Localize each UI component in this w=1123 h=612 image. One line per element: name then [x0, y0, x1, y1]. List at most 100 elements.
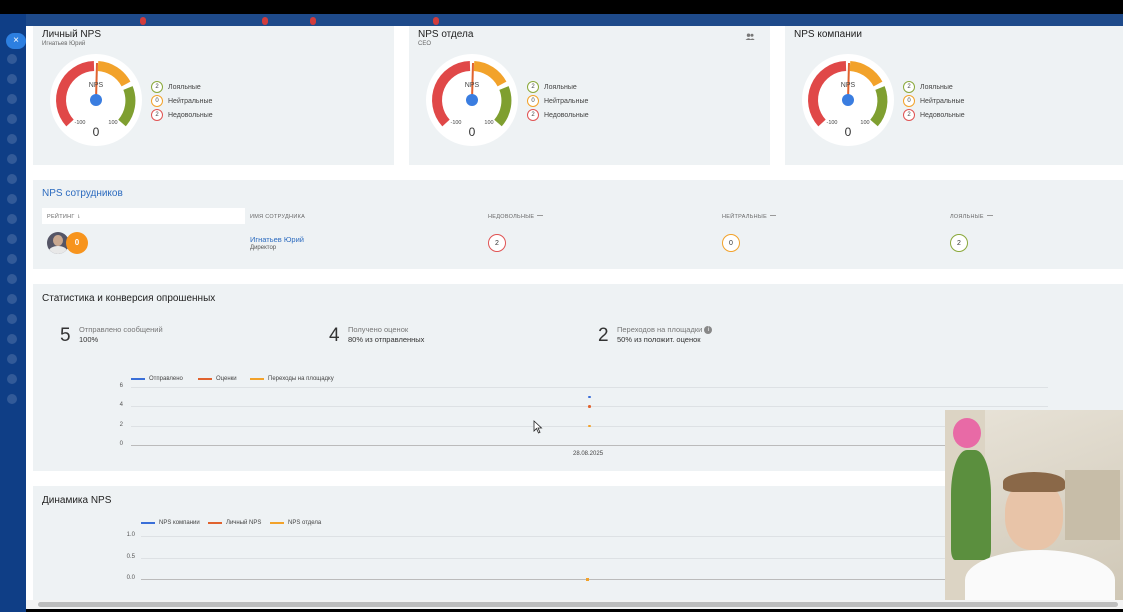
gauge-center-label: NPS [465, 82, 480, 89]
unhappy-count-badge[interactable]: 2 [488, 234, 506, 252]
gauge-value: 0 [845, 125, 852, 139]
plant [951, 450, 991, 560]
neutral-count: 0 [151, 95, 163, 107]
data-point [588, 395, 591, 399]
gauge-center-label: NPS [89, 82, 104, 89]
y-tick: 0.0 [126, 575, 135, 581]
y-tick: 1.0 [126, 532, 135, 538]
legend-unhappy: 2 Недовольные [903, 109, 965, 121]
data-point [588, 424, 591, 428]
legend-neutral: 0 Нейтральные [903, 95, 964, 107]
col-employee-name[interactable]: ИМЯ СОТРУДНИКА [250, 214, 306, 220]
stat-ratings-label: Получено оценок [348, 325, 409, 334]
legend-personal-nps[interactable]: Личный NPS [208, 520, 261, 526]
unhappy-count: 2 [151, 109, 163, 121]
nps-gauge: NPS -100 100 0 [802, 54, 894, 146]
legend-unhappy: 2 Недовольные [151, 109, 213, 121]
gauge-max-label: 100 [484, 120, 493, 126]
info-icon[interactable]: i [704, 326, 713, 335]
legend-loyal: 2 Лояльные [903, 81, 953, 93]
neutral-count: 0 [903, 95, 915, 107]
gauge-value: 0 [93, 125, 100, 139]
col-loyal[interactable]: ЛОЯЛЬНЫЕ [950, 214, 993, 220]
filter-icon [770, 214, 777, 219]
employees-title[interactable]: NPS сотрудников [42, 188, 123, 199]
loyal-count: 2 [527, 81, 539, 93]
legend-loyal: 2 Лояльные [151, 81, 201, 93]
legend-transitions[interactable]: Переходы на площадку [250, 376, 334, 382]
data-point [588, 405, 591, 408]
pink-sign [953, 418, 981, 448]
employees-nps-card: NPS сотрудников РЕЙТИНГ ⇂ ИМЯ СОТРУДНИКА… [33, 180, 1123, 269]
background-app-header [0, 14, 1123, 28]
card-title: NPS компании [794, 29, 862, 40]
unhappy-label: Недовольные [920, 111, 965, 119]
nps-gauge: NPS -100 100 0 [426, 54, 518, 146]
stat-transitions-sub: 50% из положит. оценок [617, 335, 701, 344]
nps-dynamics-card: Динамика NPS NPS компании Личный NPS NPS… [33, 486, 1123, 602]
gauge-min-label: -100 [450, 120, 461, 126]
employee-role: Директор [250, 245, 277, 251]
neutral-count-badge[interactable]: 0 [722, 234, 740, 252]
users-icon[interactable] [745, 33, 755, 41]
gauge-max-label: 100 [860, 120, 869, 126]
legend-unhappy: 2 Недовольные [527, 109, 589, 121]
loyal-count-badge[interactable]: 2 [950, 234, 968, 252]
sort-icon: ⇂ [76, 214, 81, 220]
employee-name-link[interactable]: Игнатьев Юрий [250, 235, 304, 244]
col-unhappy[interactable]: НЕДОВОЛЬНЫЕ [488, 214, 544, 220]
legend-neutral: 0 Нейтральные [151, 95, 212, 107]
col-rating[interactable]: РЕЙТИНГ ⇂ [47, 214, 81, 220]
neutral-label: Нейтральные [544, 97, 589, 105]
nps-gauge: NPS -100 100 0 [50, 54, 142, 146]
scrollbar-thumb[interactable] [38, 602, 1118, 607]
unhappy-label: Недовольные [168, 111, 213, 119]
close-slider-button[interactable]: × [6, 33, 26, 49]
gridline [141, 558, 1046, 559]
gauge-min-label: -100 [74, 120, 85, 126]
legend-company-nps[interactable]: NPS компании [141, 520, 200, 526]
stats-card: Статистика и конверсия опрошенных 5 Отпр… [33, 284, 1123, 471]
unhappy-count: 2 [903, 109, 915, 121]
loyal-label: Лояльные [168, 83, 201, 91]
legend-ratings[interactable]: Оценки [198, 376, 237, 382]
horizontal-scrollbar[interactable] [26, 600, 1123, 609]
card-title: NPS отдела [418, 29, 474, 40]
personal-nps-card: Личный NPS Игнатьев Юрий NPS -100 100 0 … [33, 26, 394, 165]
stat-ratings-number: 4 [329, 325, 340, 346]
stat-sent-number: 5 [60, 325, 71, 346]
notification-badge [140, 17, 146, 25]
stat-transitions-number: 2 [598, 325, 609, 346]
card-subtitle: Игнатьев Юрий [42, 41, 86, 47]
legend-department-nps[interactable]: NPS отдела [270, 520, 321, 526]
neutral-label: Нейтральные [168, 97, 213, 105]
y-tick: 2 [119, 422, 123, 428]
legend-loyal: 2 Лояльные [527, 81, 577, 93]
x-axis [131, 445, 1048, 446]
stat-sent-label: Отправлено сообщений [79, 325, 163, 334]
card-subtitle: CEO [418, 41, 432, 47]
webcam-overlay [945, 410, 1123, 600]
gauge-max-label: 100 [108, 120, 117, 126]
legend-sent[interactable]: Отправлено [131, 376, 183, 382]
person-shirt [965, 550, 1115, 600]
neutral-label: Нейтральные [920, 97, 965, 105]
background-sidebar [0, 14, 26, 612]
y-tick: 0.5 [126, 554, 135, 560]
x-tick: 28.08.2025 [573, 451, 604, 457]
dynamics-title: Динамика NPS [42, 495, 112, 506]
card-title: Личный NPS [42, 29, 101, 40]
gauge-value: 0 [469, 125, 476, 139]
y-tick: 0 [119, 441, 123, 447]
person-hair [1003, 472, 1065, 492]
rating-header-bg [42, 208, 245, 224]
notification-badge [433, 17, 439, 25]
avatar [47, 232, 69, 254]
neutral-count: 0 [527, 95, 539, 107]
loyal-count: 2 [151, 81, 163, 93]
data-point [586, 578, 589, 581]
loyal-label: Лояльные [920, 83, 953, 91]
y-tick: 6 [119, 383, 123, 389]
col-neutral[interactable]: НЕЙТРАЛЬНЫЕ [722, 214, 777, 220]
